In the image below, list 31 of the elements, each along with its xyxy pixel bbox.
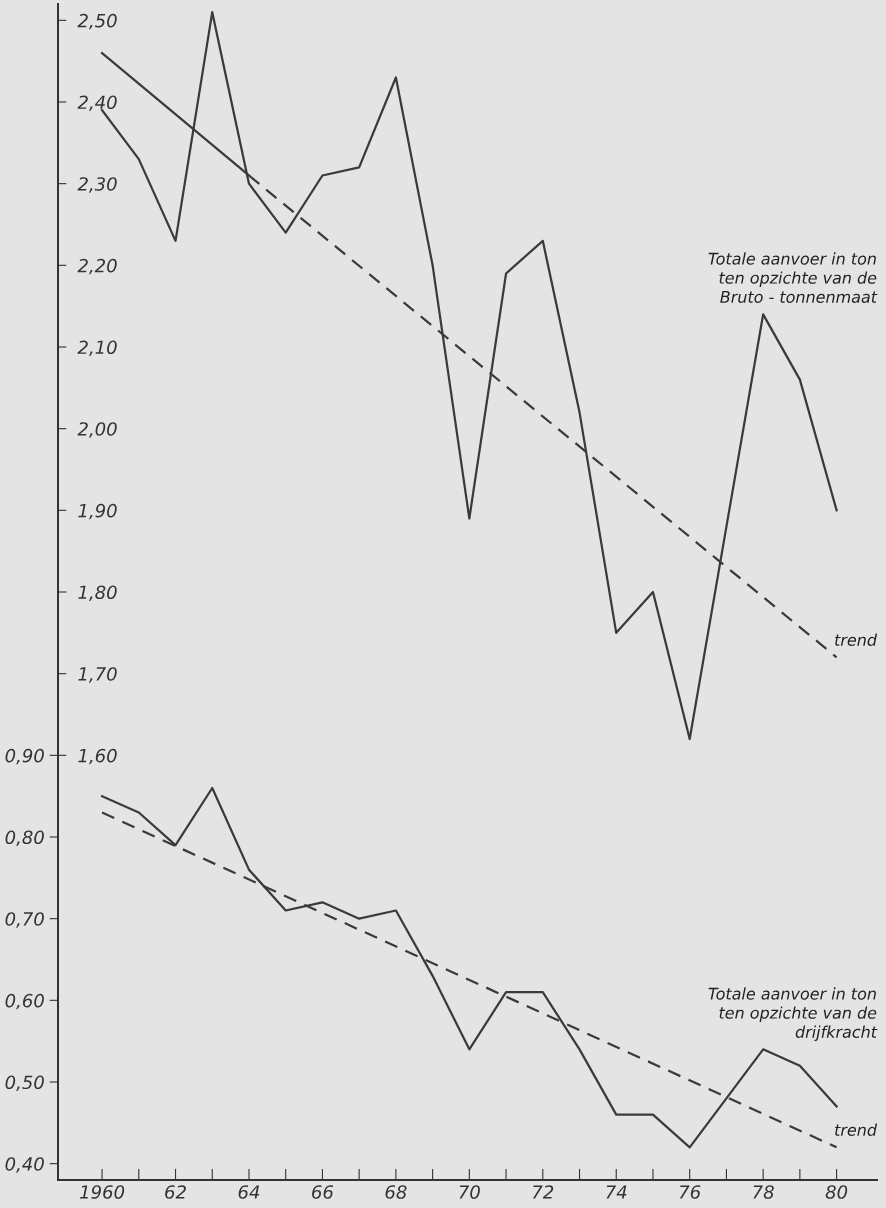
y-tick-label: 1,60 <box>78 748 117 765</box>
y-tick-label: 2,00 <box>77 422 117 438</box>
series-label: trend <box>835 633 878 646</box>
x-tick-label: 80 <box>825 1185 848 1199</box>
y2-tick-label: 0,60 <box>5 993 44 1010</box>
y-tick-label: 2,50 <box>77 13 117 30</box>
y-tick-label: 2,20 <box>77 258 117 275</box>
y-tick-label: 2,30 <box>77 177 117 193</box>
x-tick-label: 76 <box>679 1185 701 1199</box>
x-tick-label: 78 <box>753 1185 774 1199</box>
y2-tick-label: 0,90 <box>5 748 44 765</box>
text: Totale aanvoer in ton ten opzichte van de Bruto - tonnenmaat <box>708 252 878 303</box>
y2-tick-label: 0,70 <box>5 912 44 928</box>
x-tick-label: 68 <box>385 1185 407 1199</box>
y-tick-label: 1,70 <box>78 667 117 683</box>
x-tick-label: 70 <box>459 1185 480 1199</box>
y-tick-label: 1,90 <box>78 503 117 520</box>
x-tick-label: 1960 <box>79 1185 125 1199</box>
y-tick-label: 1,80 <box>78 585 117 601</box>
y-tick-label: 2,40 <box>77 95 117 111</box>
x-tick-label: 64 <box>238 1185 260 1199</box>
y2-tick-label: 0,50 <box>5 1075 44 1091</box>
x-tick-label: 66 <box>312 1185 334 1199</box>
y2-tick-label: 0,80 <box>5 830 44 846</box>
x-tick-label: 72 <box>532 1185 554 1199</box>
x-tick-label: 74 <box>606 1185 627 1199</box>
x-tick-label: 62 <box>165 1185 186 1199</box>
series-label: trend <box>835 1123 878 1136</box>
y2-tick-label: 0,40 <box>5 1157 44 1173</box>
text: Totale aanvoer in ton ten opzichte van de drijfkracht <box>708 987 878 1041</box>
y-tick-label: 2,10 <box>77 340 117 356</box>
